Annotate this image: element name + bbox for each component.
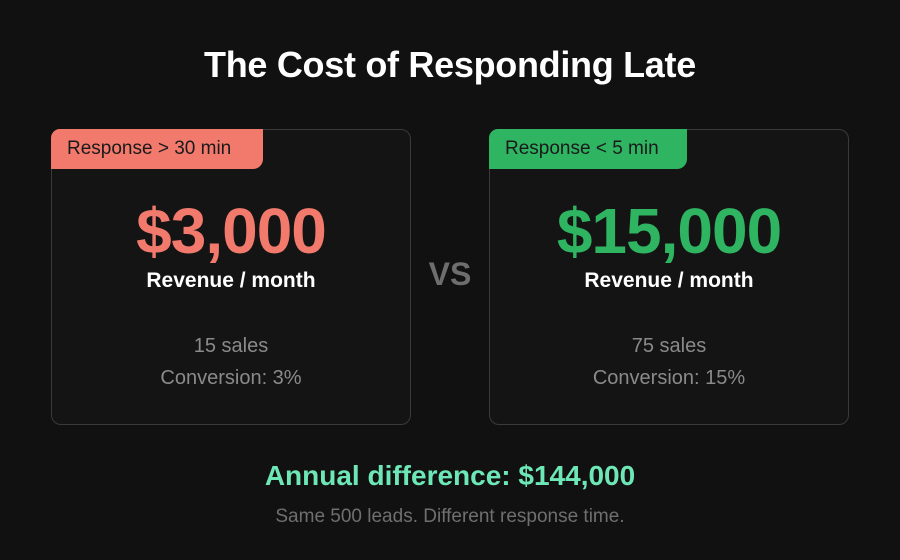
fast-response-sales: 75 sales xyxy=(631,335,707,357)
fast-response-card: Response < 5 min $15,000 Revenue / month… xyxy=(489,129,849,425)
versus-label: VS xyxy=(428,256,472,292)
footnote: Same 500 leads. Different response time. xyxy=(275,506,625,527)
slow-response-conversion: Conversion: 3% xyxy=(160,367,302,389)
fast-response-metric-label: Revenue / month xyxy=(584,269,754,292)
page-title: The Cost of Responding Late xyxy=(204,44,696,85)
fast-response-badge: Response < 5 min xyxy=(489,129,687,169)
slow-response-card: Response > 30 min $3,000 Revenue / month… xyxy=(51,129,411,425)
fast-response-conversion: Conversion: 15% xyxy=(592,367,746,389)
slow-response-metric-label: Revenue / month xyxy=(146,269,316,292)
annual-difference: Annual difference: $144,000 xyxy=(264,460,636,491)
slow-response-badge: Response > 30 min xyxy=(51,129,263,169)
slow-response-sales: 15 sales xyxy=(193,335,269,357)
fast-response-revenue: $15,000 xyxy=(556,195,782,267)
slow-response-revenue: $3,000 xyxy=(136,195,327,267)
